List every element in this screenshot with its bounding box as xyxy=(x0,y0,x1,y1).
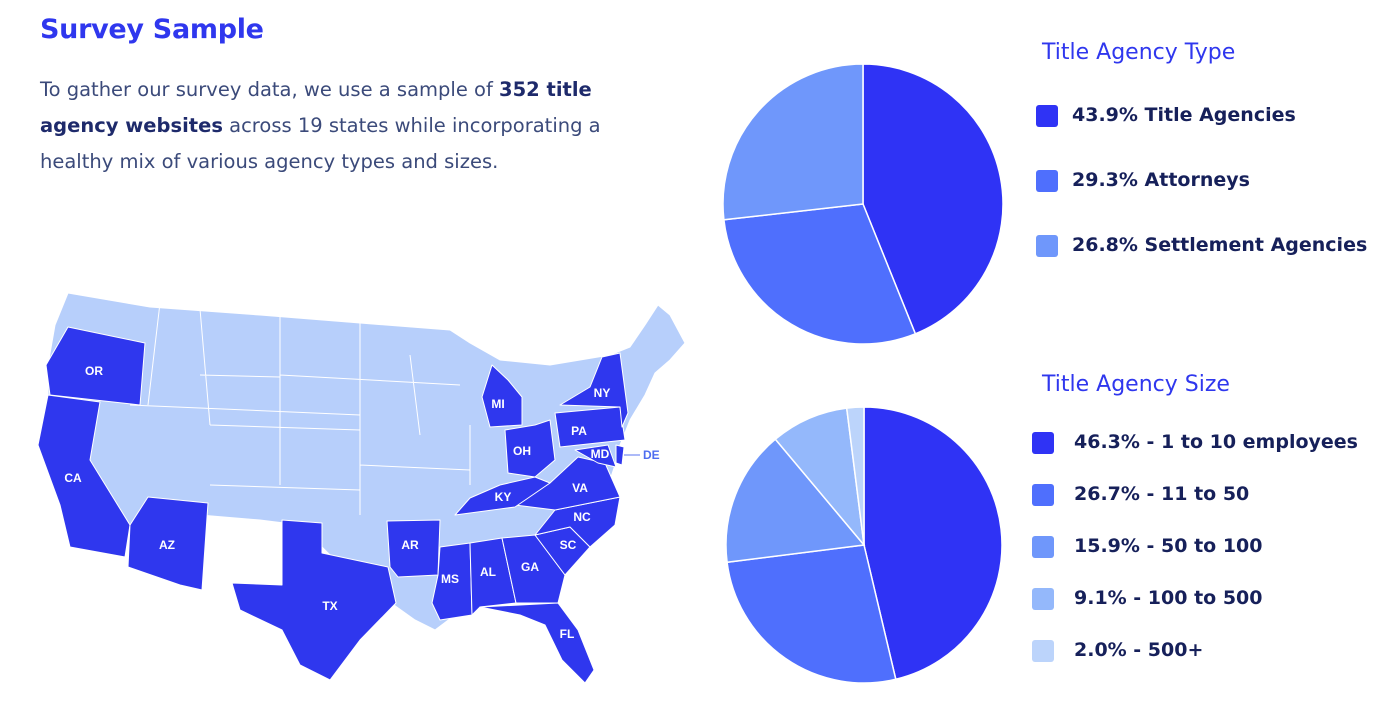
state-label-or: OR xyxy=(85,364,103,378)
state-label-ny: NY xyxy=(594,386,611,400)
legend-swatch xyxy=(1032,432,1054,454)
intro-highlight: 352 title agency websites xyxy=(40,78,592,137)
state-label-ca: CA xyxy=(64,471,82,485)
legend-swatch xyxy=(1032,588,1054,610)
pie-slice-settlement-agencies xyxy=(722,63,864,221)
state-oh xyxy=(504,419,556,478)
pie-slice-1-to-10-employees xyxy=(863,406,1003,681)
pie-slice-100-to-500 xyxy=(774,407,866,548)
legend-label: 15.9% - 50 to 100 xyxy=(1074,535,1263,557)
state-label-mi: MI xyxy=(491,397,504,411)
legend-label: 43.9% Title Agencies xyxy=(1072,104,1296,126)
state-label-md: MD xyxy=(591,447,610,461)
pie-slice-title-agencies xyxy=(862,63,1004,335)
pie-slice-11-to-50 xyxy=(726,544,897,684)
legend-swatch xyxy=(1032,484,1054,506)
state-ar xyxy=(386,519,441,578)
state-label-va: VA xyxy=(572,481,588,495)
state-label-ga: GA xyxy=(521,560,539,574)
pie-slice-50-to-100 xyxy=(725,438,866,564)
intro-text-end: across 19 states while incorporating a h… xyxy=(40,114,601,173)
agency-type-pie xyxy=(722,63,1004,345)
state-label-fl: FL xyxy=(560,627,575,641)
state-ga xyxy=(501,534,566,604)
state-al xyxy=(469,537,517,616)
state-md xyxy=(574,444,617,468)
state-fl xyxy=(479,602,595,684)
state-pa xyxy=(554,406,626,448)
legend-swatch xyxy=(1036,235,1058,257)
legend-swatch xyxy=(1036,170,1058,192)
legend-swatch xyxy=(1036,105,1058,127)
state-label-ar: AR xyxy=(401,538,419,552)
legend-label: 26.7% - 11 to 50 xyxy=(1074,483,1250,505)
legend-label: 29.3% Attorneys xyxy=(1072,169,1250,191)
us-map: OR CA AZ TX AR MS AL GA FL SC NC VA KY O… xyxy=(37,292,686,684)
state-label-pa: PA xyxy=(571,424,587,438)
legend-label: 26.8% Settlement Agencies xyxy=(1072,234,1368,256)
state-ca xyxy=(37,394,131,558)
agency-size-title: Title Agency Size xyxy=(1042,372,1230,397)
state-label-az: AZ xyxy=(159,538,175,552)
state-mi xyxy=(481,364,523,428)
page-title: Survey Sample xyxy=(40,14,264,45)
state-label-ms: MS xyxy=(441,572,459,586)
intro-paragraph: To gather our survey data, we use a samp… xyxy=(40,72,630,180)
state-label-al: AL xyxy=(480,565,496,579)
state-label-tx: TX xyxy=(322,599,337,613)
state-label-de: DE xyxy=(643,448,660,462)
legend-swatch xyxy=(1032,640,1054,662)
intro-text-start: To gather our survey data, we use a samp… xyxy=(40,78,500,101)
state-label-oh: OH xyxy=(513,444,531,458)
state-or xyxy=(45,326,146,406)
state-label-nc: NC xyxy=(573,510,591,524)
state-label-sc: SC xyxy=(560,538,577,552)
legend-label: 46.3% - 1 to 10 employees xyxy=(1074,431,1358,453)
pie-slice-500 xyxy=(845,406,865,546)
legend-swatch xyxy=(1032,536,1054,558)
legend-label: 9.1% - 100 to 500 xyxy=(1074,587,1263,609)
state-tx xyxy=(231,519,397,681)
state-de xyxy=(615,444,625,466)
pie-slice-attorneys xyxy=(723,203,917,345)
state-ny xyxy=(559,352,629,428)
legend-label: 2.0% - 500+ xyxy=(1074,639,1204,661)
state-az xyxy=(127,496,209,591)
agency-size-pie xyxy=(725,406,1003,684)
agency-type-title: Title Agency Type xyxy=(1042,40,1236,65)
state-label-ky: KY xyxy=(495,490,512,504)
